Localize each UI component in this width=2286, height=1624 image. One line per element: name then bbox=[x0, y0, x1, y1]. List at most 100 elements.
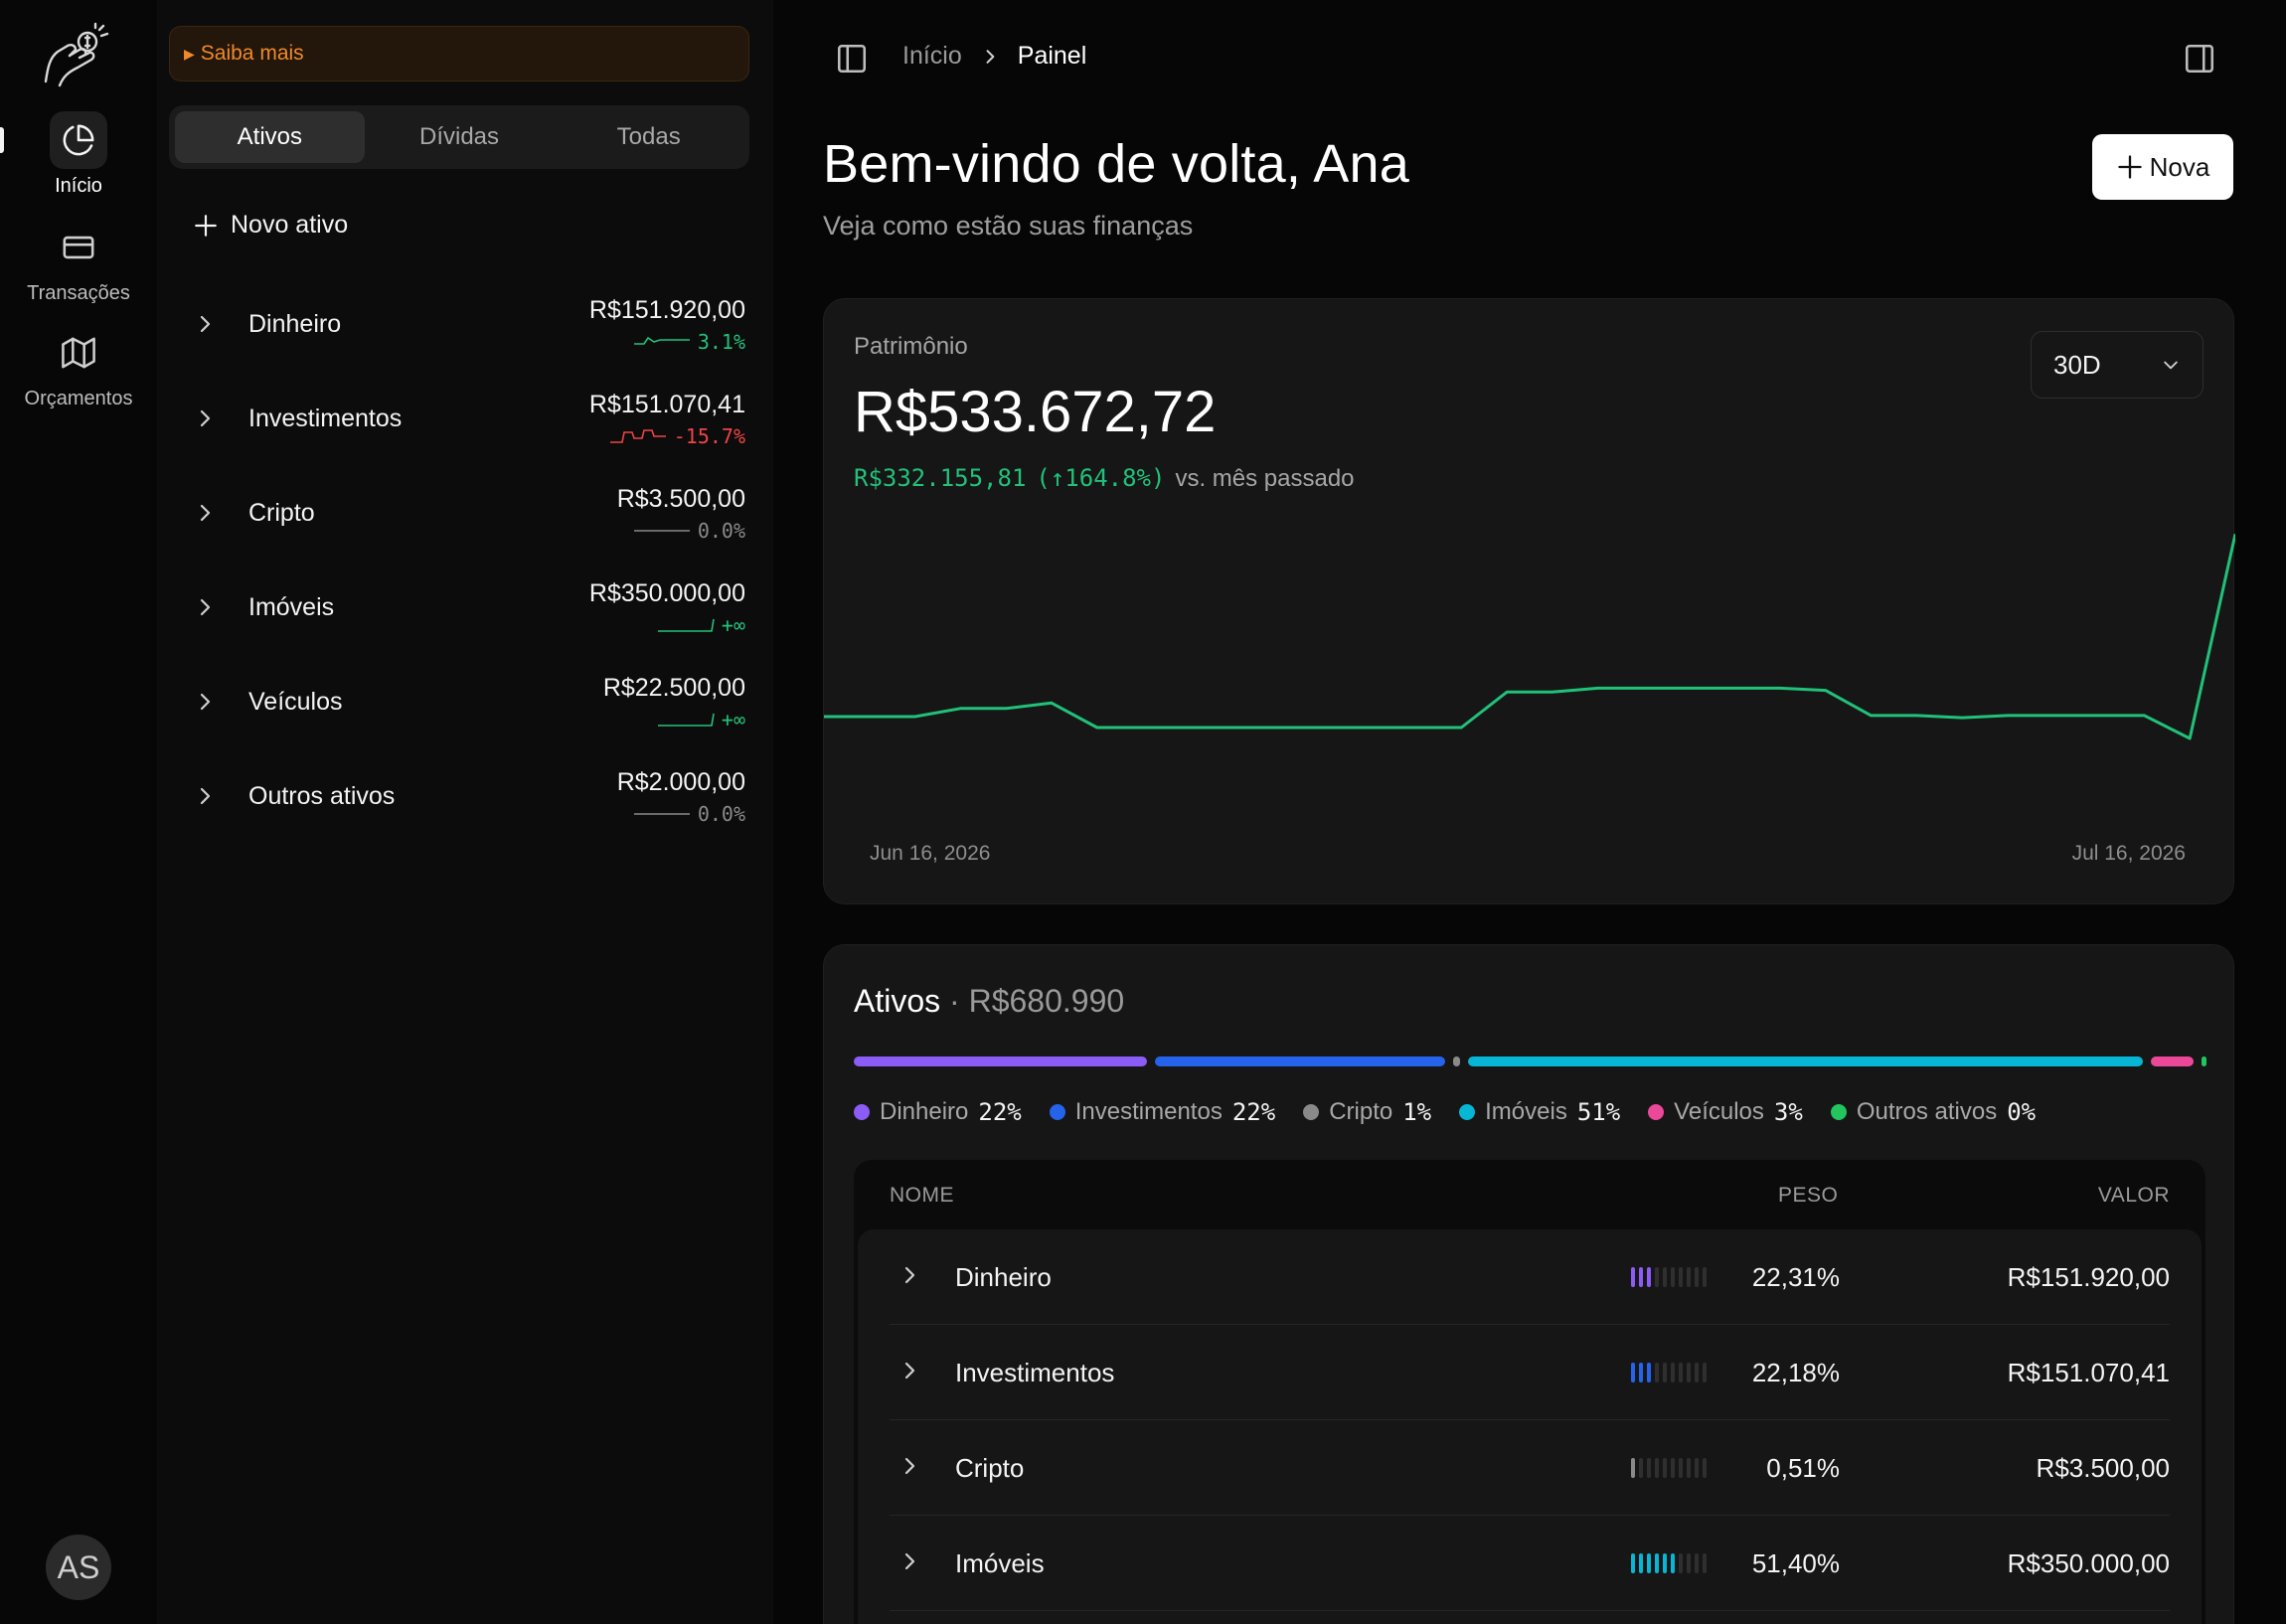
legend-percent: 22% bbox=[1231, 1098, 1276, 1126]
allocation-segment bbox=[854, 1056, 1147, 1066]
credit-card-icon bbox=[50, 219, 107, 276]
sparkline-icon bbox=[609, 429, 666, 443]
sparkline-icon bbox=[657, 618, 715, 632]
right-panel-toggle-button[interactable] bbox=[2183, 42, 2216, 81]
account-trend-value: 3.1% bbox=[697, 330, 745, 354]
weight-meter bbox=[1631, 1458, 1707, 1478]
chevron-right-icon[interactable] bbox=[898, 1263, 921, 1292]
chevron-right-icon[interactable] bbox=[898, 1549, 921, 1578]
allocation-bar bbox=[854, 1056, 2207, 1066]
table-header: NOME PESO VALOR bbox=[854, 1160, 2205, 1229]
row-value: R$3.500,00 bbox=[2036, 1453, 2170, 1483]
account-row[interactable]: Imóveis R$350.000,00 +∞ bbox=[193, 569, 745, 649]
legend-name: Imóveis bbox=[1485, 1098, 1567, 1125]
active-indicator bbox=[0, 127, 4, 153]
chevron-right-icon[interactable] bbox=[193, 312, 217, 341]
account-trend-value: -15.7% bbox=[673, 424, 745, 448]
legend-dot bbox=[854, 1104, 870, 1120]
new-asset-button[interactable]: Novo ativo bbox=[193, 211, 348, 240]
account-row[interactable]: Veículos R$22.500,00 +∞ bbox=[193, 664, 745, 743]
promo-text: Saiba mais bbox=[200, 42, 304, 65]
allocation-segment bbox=[1453, 1056, 1461, 1066]
row-name: Cripto bbox=[955, 1453, 1025, 1483]
caret-right-icon: ▶ bbox=[184, 45, 195, 62]
breadcrumb-inicio[interactable]: Início bbox=[902, 42, 962, 70]
sidebar-toggle-button[interactable] bbox=[835, 42, 869, 81]
account-amount: R$22.500,00 bbox=[602, 674, 745, 702]
legend-dot bbox=[1303, 1104, 1320, 1120]
row-value: R$151.070,41 bbox=[2007, 1358, 2170, 1387]
legend-name: Outros ativos bbox=[1856, 1098, 1998, 1125]
range-select[interactable]: 30D bbox=[2031, 331, 2204, 399]
legend-dot bbox=[1648, 1104, 1665, 1120]
row-value: R$151.920,00 bbox=[2007, 1262, 2170, 1292]
account-amount: R$151.070,41 bbox=[588, 391, 745, 418]
panel-right-icon bbox=[2185, 44, 2214, 74]
allocation-legend: Dinheiro 22% Investimentos 22% Cripto 1% Imóve… bbox=[854, 1098, 2036, 1126]
nav-item-transacoes[interactable]: Transações bbox=[0, 219, 157, 305]
delta-suffix: vs. mês passado bbox=[1175, 465, 1355, 492]
nav-rail: Início Transações Orçamentos AS bbox=[0, 0, 157, 1624]
table-row[interactable]: Dinheiro 22,31% R$151.920,00 bbox=[890, 1229, 2170, 1325]
account-trend: 0.0% bbox=[633, 519, 745, 543]
legend-name: Dinheiro bbox=[880, 1098, 969, 1125]
avatar[interactable]: AS bbox=[46, 1535, 111, 1600]
allocation-segment bbox=[1154, 1056, 1446, 1066]
tab-todas[interactable]: Todas bbox=[616, 123, 681, 150]
assets-total: R$680.990 bbox=[968, 983, 1125, 1019]
sparkline-icon bbox=[657, 713, 715, 727]
account-trend-value: 0.0% bbox=[697, 519, 745, 543]
assets-title-label: Ativos bbox=[854, 983, 941, 1019]
chevron-right-icon[interactable] bbox=[193, 406, 217, 435]
column-header-valor[interactable]: VALOR bbox=[2097, 1184, 2170, 1207]
account-row[interactable]: Dinheiro R$151.920,00 3.1% bbox=[193, 286, 745, 366]
breadcrumb-painel: Painel bbox=[1017, 42, 1087, 70]
row-name: Investimentos bbox=[955, 1358, 1115, 1387]
page-subtitle: Veja como estão suas finanças bbox=[823, 211, 1194, 241]
chevron-right-icon[interactable] bbox=[193, 595, 217, 624]
nav-item-orcamentos[interactable]: Orçamentos bbox=[0, 324, 157, 410]
x-axis-end-label: Jul 16, 2026 bbox=[2071, 842, 2186, 865]
legend-name: Veículos bbox=[1674, 1098, 1764, 1125]
chevron-right-icon[interactable] bbox=[193, 501, 217, 530]
account-name: Investimentos bbox=[248, 405, 403, 432]
networth-label: Patrimônio bbox=[854, 333, 968, 360]
legend-percent: 3% bbox=[1773, 1098, 1803, 1126]
account-trend: +∞ bbox=[657, 708, 745, 731]
account-trend-value: +∞ bbox=[721, 708, 745, 731]
sparkline-icon bbox=[633, 336, 690, 345]
promo-banner[interactable]: ▶ Saiba mais bbox=[169, 26, 749, 81]
column-header-peso[interactable]: PESO bbox=[1778, 1184, 1839, 1207]
table-row[interactable]: Investimentos 22,18% R$151.070,41 bbox=[890, 1325, 2170, 1420]
account-name: Veículos bbox=[248, 688, 343, 716]
networth-card: Patrimônio R$533.672,72 R$332.155,81 (↑1… bbox=[823, 298, 2235, 904]
account-row[interactable]: Outros ativos R$2.000,00 0.0% bbox=[193, 758, 745, 838]
column-header-nome[interactable]: NOME bbox=[890, 1184, 954, 1207]
row-value: R$350.000,00 bbox=[2007, 1548, 2170, 1578]
account-trend: +∞ bbox=[657, 613, 745, 637]
account-amount: R$3.500,00 bbox=[616, 485, 745, 513]
account-row[interactable]: Investimentos R$151.070,41 -15.7% bbox=[193, 381, 745, 460]
legend-item: Imóveis 51% bbox=[1459, 1098, 1620, 1126]
new-button[interactable]: Nova bbox=[2092, 134, 2233, 200]
chevron-right-icon[interactable] bbox=[193, 690, 217, 719]
legend-dot bbox=[1459, 1104, 1476, 1120]
chevron-right-icon[interactable] bbox=[898, 1359, 921, 1387]
account-name: Outros ativos bbox=[248, 782, 396, 810]
delta-value: R$332.155,81 bbox=[854, 464, 1027, 492]
nav-item-inicio[interactable]: Início bbox=[0, 111, 157, 198]
account-name: Dinheiro bbox=[248, 310, 342, 338]
plus-icon bbox=[195, 214, 217, 237]
account-row[interactable]: Cripto R$3.500,00 0.0% bbox=[193, 475, 745, 555]
table-row[interactable]: Imóveis 51,40% R$350.000,00 bbox=[890, 1516, 2170, 1611]
logo-icon[interactable] bbox=[40, 22, 113, 95]
tab-ativos[interactable]: Ativos bbox=[175, 111, 365, 163]
pie-chart-icon bbox=[50, 111, 107, 169]
row-weight: 22,31% bbox=[1751, 1262, 1840, 1292]
table-row[interactable]: Cripto 0,51% R$3.500,00 bbox=[890, 1420, 2170, 1516]
account-trend-value: 0.0% bbox=[697, 802, 745, 826]
chevron-right-icon[interactable] bbox=[193, 784, 217, 813]
chevron-right-icon[interactable] bbox=[898, 1454, 921, 1483]
tab-dividas[interactable]: Dívidas bbox=[418, 123, 500, 150]
chevron-right-icon bbox=[986, 49, 995, 64]
